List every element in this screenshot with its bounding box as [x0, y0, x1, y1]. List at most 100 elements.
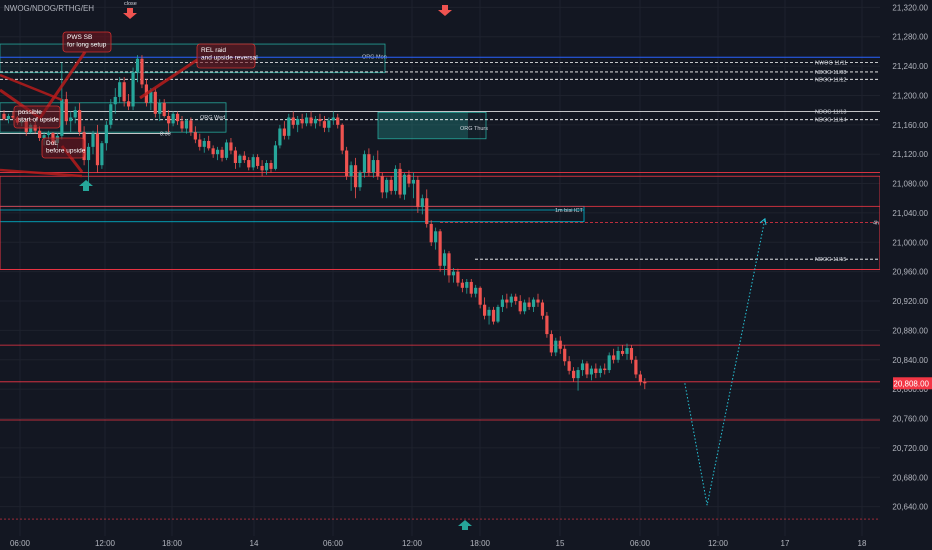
candle-layer[interactable]: [2, 55, 647, 391]
candle-body[interactable]: [456, 271, 460, 283]
candle[interactable]: [184, 118, 189, 134]
candle-body[interactable]: [420, 198, 424, 208]
candle[interactable]: [122, 77, 126, 107]
candle[interactable]: [634, 356, 638, 379]
candle[interactable]: [598, 365, 602, 378]
candle[interactable]: [474, 284, 478, 298]
candle-body[interactable]: [38, 130, 42, 139]
candle[interactable]: [287, 113, 291, 140]
candle-body[interactable]: [216, 149, 220, 155]
candle-body[interactable]: [554, 340, 558, 353]
candle-body[interactable]: [514, 296, 518, 302]
candle[interactable]: [180, 116, 184, 133]
candle[interactable]: [291, 111, 295, 129]
candle-body[interactable]: [638, 374, 642, 382]
candle[interactable]: [594, 363, 598, 379]
candle-body[interactable]: [523, 302, 527, 312]
candle-body[interactable]: [118, 82, 122, 97]
candle[interactable]: [345, 146, 349, 180]
candle-body[interactable]: [247, 160, 251, 168]
candle-body[interactable]: [429, 223, 433, 243]
candle-body[interactable]: [580, 363, 585, 371]
candle-body[interactable]: [184, 120, 189, 129]
candle-body[interactable]: [402, 174, 407, 195]
candle[interactable]: [6, 113, 11, 124]
candle-body[interactable]: [531, 299, 536, 307]
candle[interactable]: [496, 304, 500, 324]
candle-body[interactable]: [29, 124, 33, 133]
candle-body[interactable]: [167, 116, 171, 124]
candle-body[interactable]: [149, 91, 153, 103]
candle-body[interactable]: [100, 143, 104, 166]
candle[interactable]: [309, 111, 313, 127]
candle[interactable]: [367, 148, 371, 177]
candle-body[interactable]: [331, 117, 335, 121]
candle[interactable]: [60, 62, 64, 140]
candle-body[interactable]: [576, 370, 580, 379]
candle[interactable]: [376, 150, 380, 180]
candle-body[interactable]: [629, 348, 634, 360]
candle-body[interactable]: [545, 315, 549, 335]
candle-body[interactable]: [371, 160, 375, 173]
candle-body[interactable]: [127, 101, 131, 107]
candle[interactable]: [2, 110, 6, 121]
candle-body[interactable]: [95, 133, 100, 166]
candle[interactable]: [171, 111, 175, 127]
candle[interactable]: [189, 117, 193, 136]
candle-body[interactable]: [113, 96, 117, 105]
candle-body[interactable]: [278, 128, 282, 146]
candle[interactable]: [509, 293, 513, 307]
candle[interactable]: [340, 123, 344, 155]
candle[interactable]: [305, 113, 309, 127]
candle[interactable]: [260, 160, 264, 177]
candle-body[interactable]: [131, 71, 135, 107]
candle-body[interactable]: [109, 104, 113, 125]
candle[interactable]: [193, 126, 197, 144]
candle[interactable]: [478, 286, 482, 309]
candle[interactable]: [389, 176, 393, 195]
candle-body[interactable]: [434, 231, 438, 243]
candle-body[interactable]: [625, 348, 629, 354]
candle-body[interactable]: [269, 163, 273, 169]
candle-body[interactable]: [242, 155, 246, 161]
candle[interactable]: [233, 146, 237, 169]
candle-body[interactable]: [438, 231, 442, 266]
candle-body[interactable]: [509, 296, 513, 303]
candle-body[interactable]: [135, 58, 140, 72]
candle-body[interactable]: [607, 355, 611, 371]
candle[interactable]: [175, 111, 180, 125]
candle-body[interactable]: [358, 172, 362, 188]
candle-body[interactable]: [175, 113, 180, 122]
candle[interactable]: [589, 365, 593, 381]
candle-body[interactable]: [549, 334, 553, 353]
candle[interactable]: [487, 306, 491, 325]
candle[interactable]: [296, 116, 300, 133]
candle[interactable]: [158, 99, 162, 122]
candle-body[interactable]: [189, 120, 193, 133]
candle[interactable]: [402, 172, 407, 200]
candle-body[interactable]: [620, 350, 625, 354]
candle-body[interactable]: [78, 110, 82, 133]
candle-body[interactable]: [460, 282, 464, 288]
candle-body[interactable]: [567, 361, 571, 371]
candle[interactable]: [491, 306, 496, 325]
candle-body[interactable]: [273, 145, 278, 169]
candle[interactable]: [549, 330, 553, 357]
candle-body[interactable]: [69, 117, 73, 122]
candle[interactable]: [523, 299, 527, 315]
candle-body[interactable]: [291, 117, 295, 125]
candle-body[interactable]: [398, 168, 402, 195]
candle-body[interactable]: [296, 118, 300, 125]
candle-body[interactable]: [64, 99, 68, 122]
candle-body[interactable]: [198, 139, 202, 147]
candle-body[interactable]: [367, 154, 371, 173]
candle[interactable]: [69, 111, 73, 133]
candle-body[interactable]: [447, 253, 451, 276]
candle[interactable]: [420, 194, 424, 215]
candle-body[interactable]: [220, 149, 224, 158]
candle-body[interactable]: [469, 281, 473, 294]
candle[interactable]: [251, 154, 255, 171]
candle-body[interactable]: [287, 117, 291, 136]
candle[interactable]: [11, 111, 15, 119]
candle-body[interactable]: [153, 91, 157, 114]
